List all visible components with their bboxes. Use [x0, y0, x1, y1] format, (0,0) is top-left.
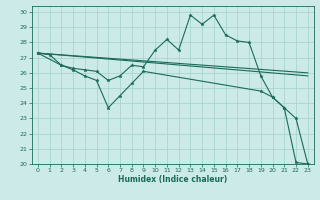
X-axis label: Humidex (Indice chaleur): Humidex (Indice chaleur): [118, 175, 228, 184]
